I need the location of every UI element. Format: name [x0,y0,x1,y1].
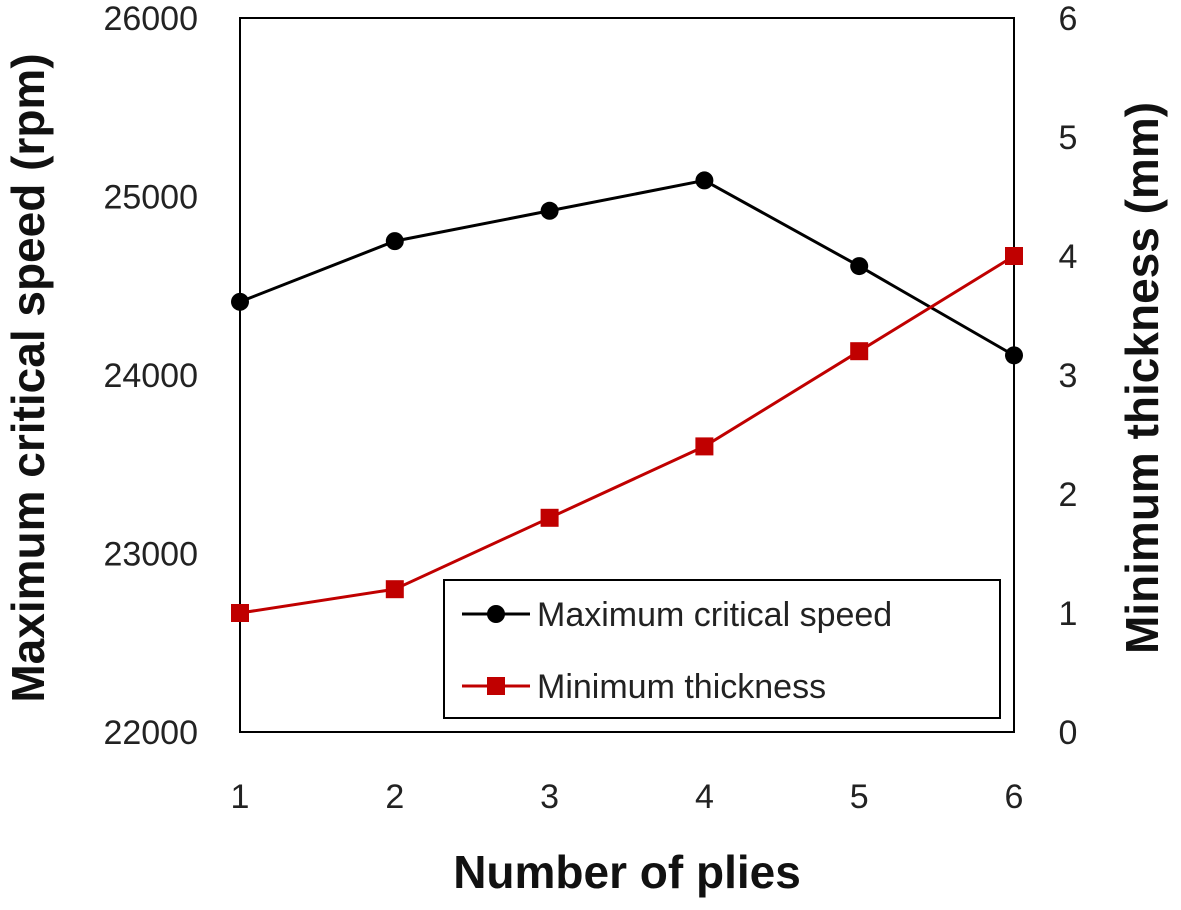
legend-marker-critical-speed [487,605,505,623]
data-point-critical-speed [385,232,404,251]
series-line-critical-speed [239,178,1015,357]
x-tick-label: 3 [540,778,559,816]
data-point-critical-speed [695,171,714,190]
data-point-critical-speed [850,257,869,276]
right-tick-label: 2 [1059,476,1078,514]
left-tick-label: 24000 [103,357,198,395]
x-tick-label: 1 [231,778,250,816]
left-tick-label: 22000 [103,714,198,752]
plot-area-frame [239,17,1015,733]
legend: Maximum critical speed Minimum thickness [443,579,1001,719]
data-point-critical-speed [1005,346,1023,365]
legend-box [443,579,1001,719]
right-tick-label: 1 [1059,595,1078,633]
left-tick-label: 25000 [103,179,198,217]
data-point-thickness [540,508,559,527]
right-tick-label: 0 [1059,714,1078,752]
series-line-thickness [239,254,1015,615]
legend-label-critical-speed: Maximum critical speed [537,596,892,634]
right-axis-ticks: 0 1 2 3 4 5 6 [1059,0,1078,752]
x-axis-ticks: 1 2 3 4 5 6 [231,778,1024,816]
data-point-thickness [850,342,869,361]
data-point-critical-speed [231,292,249,311]
left-tick-label: 23000 [103,536,198,574]
right-tick-label: 6 [1059,0,1078,38]
x-axis-title: Number of plies [453,846,801,898]
left-axis-title: Maximum critical speed (rpm) [2,53,54,702]
right-tick-label: 3 [1059,357,1078,395]
right-axis-title: Minimum thickness (mm) [1116,102,1168,654]
legend-label-thickness: Minimum thickness [537,668,826,706]
data-point-thickness [231,604,249,622]
x-tick-label: 5 [850,778,869,816]
x-tick-label: 4 [695,778,714,816]
legend-marker-thickness [487,677,505,695]
left-axis-ticks: 22000 23000 24000 25000 26000 [103,0,198,752]
x-tick-label: 6 [1005,778,1024,816]
right-tick-label: 5 [1059,119,1078,157]
data-point-critical-speed [540,201,559,220]
data-point-thickness [1005,247,1023,265]
right-tick-label: 4 [1059,238,1078,276]
data-point-thickness [695,437,714,456]
x-tick-label: 2 [385,778,404,816]
data-point-thickness [385,580,404,599]
series-layer [231,171,1023,622]
left-tick-label: 26000 [103,0,198,38]
